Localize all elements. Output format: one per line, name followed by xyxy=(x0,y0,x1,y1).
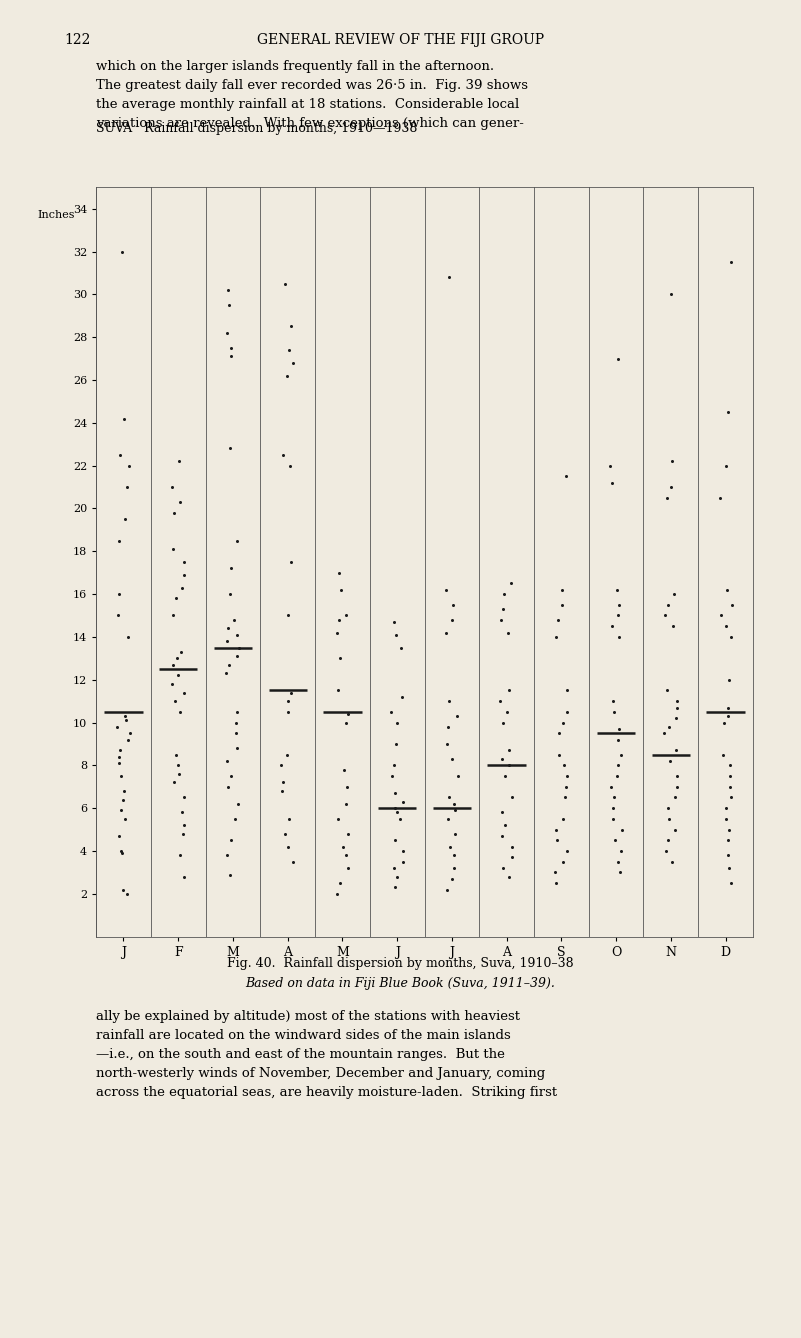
Text: SUVA   Rainfall dispersion by months, 1910—1938: SUVA Rainfall dispersion by months, 1910… xyxy=(96,122,417,135)
Text: which on the larger islands frequently fall in the afternoon.
The greatest daily: which on the larger islands frequently f… xyxy=(96,60,528,130)
Text: Fig. 40.  Rainfall dispersion by months, Suva, 1910–38: Fig. 40. Rainfall dispersion by months, … xyxy=(227,957,574,970)
Text: GENERAL REVIEW OF THE FIJI GROUP: GENERAL REVIEW OF THE FIJI GROUP xyxy=(257,33,544,47)
Text: ally be explained by altitude) most of the stations with heaviest
rainfall are l: ally be explained by altitude) most of t… xyxy=(96,1010,557,1100)
Text: Based on data in Fiji Blue Book (Suva, 1911–39).: Based on data in Fiji Blue Book (Suva, 1… xyxy=(246,977,555,990)
Text: 122: 122 xyxy=(64,33,91,47)
Text: Inches: Inches xyxy=(37,210,74,219)
